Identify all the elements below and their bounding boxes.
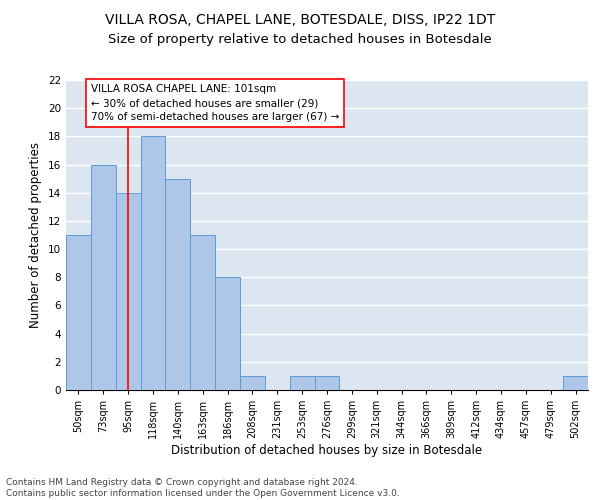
Bar <box>215 278 240 390</box>
Bar <box>166 178 190 390</box>
Text: Contains HM Land Registry data © Crown copyright and database right 2024.
Contai: Contains HM Land Registry data © Crown c… <box>6 478 400 498</box>
Text: Size of property relative to detached houses in Botesdale: Size of property relative to detached ho… <box>108 32 492 46</box>
Bar <box>563 376 588 390</box>
Bar <box>314 376 340 390</box>
Bar <box>290 376 314 390</box>
Text: VILLA ROSA, CHAPEL LANE, BOTESDALE, DISS, IP22 1DT: VILLA ROSA, CHAPEL LANE, BOTESDALE, DISS… <box>105 12 495 26</box>
Bar <box>240 376 265 390</box>
Text: VILLA ROSA CHAPEL LANE: 101sqm
← 30% of detached houses are smaller (29)
70% of : VILLA ROSA CHAPEL LANE: 101sqm ← 30% of … <box>91 84 339 122</box>
Bar <box>140 136 166 390</box>
X-axis label: Distribution of detached houses by size in Botesdale: Distribution of detached houses by size … <box>172 444 482 457</box>
Bar <box>66 235 91 390</box>
Bar <box>190 235 215 390</box>
Bar <box>116 192 140 390</box>
Y-axis label: Number of detached properties: Number of detached properties <box>29 142 43 328</box>
Bar <box>91 164 116 390</box>
